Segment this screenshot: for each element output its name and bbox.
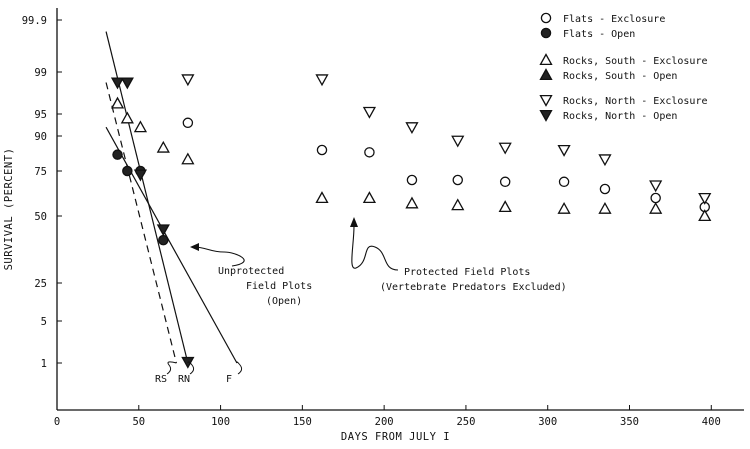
y-tick-label: 90 bbox=[34, 131, 47, 143]
annotations: RS RN F Unprotected Field Plots (Open) Protect… bbox=[155, 217, 567, 385]
data-point-series-0 bbox=[599, 183, 611, 195]
data-point-series-0 bbox=[364, 147, 375, 158]
legend-label: Rocks, North - Exclosure bbox=[563, 96, 708, 107]
x-tick-label: 0 bbox=[54, 416, 60, 428]
fit-line-rs bbox=[105, 82, 177, 364]
legend-marker bbox=[540, 27, 552, 39]
fit-line-rn bbox=[105, 31, 189, 364]
x-tick-label: 250 bbox=[456, 416, 475, 428]
x-tick-label: 400 bbox=[702, 416, 721, 428]
fit-line-label-rn: RN bbox=[178, 374, 190, 385]
data-point-series-0 bbox=[316, 144, 328, 156]
x-tick-label: 150 bbox=[293, 416, 312, 428]
data-point-series-5 bbox=[110, 77, 125, 90]
data-point-series-2 bbox=[405, 196, 419, 209]
data-point-series-2 bbox=[557, 201, 571, 214]
data-point-series-0 bbox=[499, 176, 511, 188]
data-point-series-4 bbox=[557, 144, 571, 157]
data-point-series-2 bbox=[315, 191, 329, 204]
data-point-series-2 bbox=[598, 201, 612, 214]
legend-marker bbox=[539, 68, 553, 81]
y-tick-label: 25 bbox=[34, 278, 47, 290]
fit-line-f bbox=[105, 126, 238, 364]
data-point-series-4 bbox=[315, 74, 329, 87]
x-tick-label: 50 bbox=[132, 416, 145, 428]
annotation-unprotected-arrow bbox=[193, 246, 245, 267]
fit-line-connector bbox=[166, 361, 177, 375]
legend-label: Flats - Exclosure bbox=[563, 14, 665, 25]
y-tick-label: 99.9 bbox=[22, 15, 47, 27]
fit-line-connector bbox=[187, 361, 195, 375]
legend-label: Rocks, South - Open bbox=[563, 71, 677, 82]
data-point-series-0 bbox=[452, 174, 463, 186]
legend-marker bbox=[540, 12, 552, 24]
y-axis-label: SURVIVAL (PERCENT) bbox=[3, 148, 15, 271]
annotation-protected-arrowhead bbox=[350, 217, 358, 227]
data-point-series-0 bbox=[650, 192, 661, 204]
data-point-series-5 bbox=[120, 77, 134, 90]
data-point-series-2 bbox=[120, 111, 134, 124]
data-point-series-4 bbox=[649, 180, 663, 193]
data-point-series-2 bbox=[362, 191, 377, 204]
data-point-series-5 bbox=[133, 169, 148, 182]
fit-line-label-f: F bbox=[226, 374, 232, 385]
data-point-series-0 bbox=[406, 174, 418, 186]
fit-line-label-rs: RS bbox=[155, 374, 167, 385]
x-tick-label: 300 bbox=[538, 416, 557, 428]
legend-label: Rocks, North - Open bbox=[563, 111, 677, 122]
plot-axes bbox=[56, 8, 744, 411]
data-point-series-2 bbox=[156, 140, 170, 153]
data-point-series-1 bbox=[158, 234, 169, 246]
x-tick-label: 350 bbox=[620, 416, 639, 428]
data-point-series-4 bbox=[598, 154, 612, 167]
legend-marker bbox=[539, 109, 553, 122]
y-tick-label: 95 bbox=[34, 109, 47, 121]
data-point-series-4 bbox=[362, 106, 377, 119]
data-point-series-4 bbox=[181, 74, 195, 87]
y-tick-label: 5 bbox=[41, 316, 47, 328]
data-point-series-4 bbox=[498, 142, 512, 155]
data-point-series-1 bbox=[122, 165, 133, 177]
y-tick-label: 75 bbox=[34, 166, 47, 178]
data-point-series-4 bbox=[698, 192, 712, 205]
data-point-series-2 bbox=[181, 152, 195, 165]
data-point-series-2 bbox=[649, 201, 663, 214]
legend-label: Rocks, South - Exclosure bbox=[563, 56, 708, 67]
annotation-protected-arrow bbox=[351, 225, 399, 271]
y-tick-label: 50 bbox=[34, 211, 47, 223]
data-point-series-2 bbox=[498, 200, 512, 213]
annotation-unprotected-arrowhead bbox=[190, 243, 199, 251]
annotation-protected-line: Protected Field Plots bbox=[404, 267, 530, 278]
data-point-series-4 bbox=[451, 135, 465, 148]
data-point-series-0 bbox=[182, 117, 194, 129]
x-axis-label: DAYS FROM JULY I bbox=[341, 431, 450, 443]
fit-line-connector bbox=[236, 361, 243, 375]
legend-marker bbox=[539, 94, 553, 107]
legend-marker bbox=[539, 53, 553, 66]
y-tick-label: 1 bbox=[41, 358, 47, 370]
data-point-series-2 bbox=[133, 120, 148, 133]
data-point-series-2 bbox=[698, 209, 712, 222]
annotation-unprotected-line: Unprotected bbox=[218, 266, 284, 277]
annotation-unprotected-line: (Open) bbox=[266, 296, 302, 307]
tick-labels: 0 50 100 150 200 250 300 350 400 1 5 25 50 75 90 95 99 99… bbox=[3, 15, 721, 443]
annotation-protected-line: (Vertebrate Predators Excluded) bbox=[380, 282, 567, 293]
y-tick-label: 99 bbox=[34, 67, 47, 79]
annotation-unprotected-line: Field Plots bbox=[246, 281, 312, 292]
data-point-series-0 bbox=[558, 176, 570, 188]
x-tick-label: 100 bbox=[211, 416, 230, 428]
data-point-series-2 bbox=[110, 96, 125, 109]
data-point-series-1 bbox=[112, 149, 123, 160]
x-tick-label: 200 bbox=[375, 416, 394, 428]
data-point-series-2 bbox=[451, 198, 465, 211]
legend: Flats - Exclosure Flats - Open Rocks, Sout… bbox=[539, 12, 708, 122]
data-point-series-4 bbox=[405, 122, 419, 135]
data-point-series-5 bbox=[156, 224, 170, 237]
legend-label: Flats - Open bbox=[563, 29, 635, 40]
data-points bbox=[110, 74, 712, 369]
